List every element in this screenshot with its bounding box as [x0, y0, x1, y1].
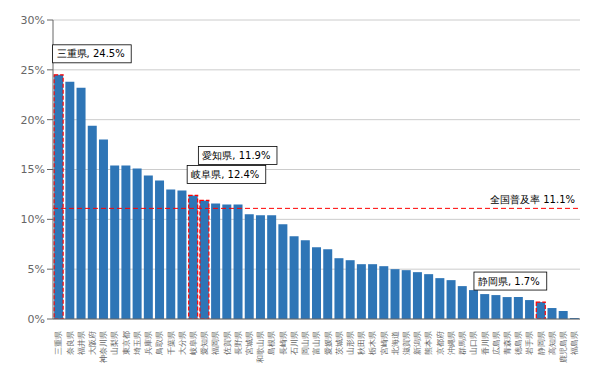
svg-text:15%: 15% [21, 163, 45, 176]
svg-text:熊本県: 熊本県 [424, 331, 433, 355]
svg-text:新潟県: 新潟県 [413, 331, 422, 355]
svg-text:愛知県, 11.9%: 愛知県, 11.9% [202, 150, 270, 161]
svg-text:広島県: 広島県 [492, 331, 501, 355]
svg-text:神奈川県: 神奈川県 [99, 331, 108, 363]
svg-text:岐阜県: 岐阜県 [189, 331, 198, 355]
svg-text:大阪府: 大阪府 [88, 331, 97, 355]
svg-text:愛知県: 愛知県 [200, 331, 209, 355]
svg-text:山形県: 山形県 [346, 331, 355, 355]
svg-text:佐賀県: 佐賀県 [223, 331, 232, 355]
svg-text:青森県: 青森県 [503, 331, 512, 355]
svg-text:和歌山県: 和歌山県 [256, 331, 265, 363]
svg-text:岐阜県, 12.4%: 岐阜県, 12.4% [191, 169, 259, 180]
svg-text:鹿児島県: 鹿児島県 [559, 331, 568, 363]
svg-text:0%: 0% [28, 313, 45, 326]
svg-text:10%: 10% [21, 213, 45, 226]
svg-text:静岡県: 静岡県 [537, 331, 546, 355]
svg-text:大分県: 大分県 [178, 331, 187, 355]
svg-text:20%: 20% [21, 114, 45, 127]
svg-text:宮崎県: 宮崎県 [380, 331, 389, 355]
svg-text:鳥取県: 鳥取県 [155, 331, 164, 356]
svg-text:岩手県: 岩手県 [525, 331, 534, 355]
svg-text:福岡県: 福岡県 [211, 331, 220, 355]
svg-text:沖縄県: 沖縄県 [447, 331, 456, 355]
svg-text:愛媛県: 愛媛県 [324, 331, 333, 355]
svg-text:島根県: 島根県 [267, 331, 276, 355]
svg-text:30%: 30% [21, 14, 45, 27]
svg-text:長野県: 長野県 [234, 331, 243, 355]
svg-text:山口県: 山口県 [469, 331, 478, 355]
svg-text:秋田県: 秋田県 [357, 331, 366, 355]
svg-text:石川県: 石川県 [290, 331, 299, 355]
svg-text:千葉県: 千葉県 [167, 331, 176, 355]
svg-text:福島県: 福島県 [570, 331, 579, 355]
svg-text:兵庫県: 兵庫県 [144, 331, 153, 355]
svg-text:高知県: 高知県 [548, 331, 557, 355]
svg-text:三重県, 24.5%: 三重県, 24.5% [57, 48, 125, 59]
svg-text:全国普及率 11.1%: 全国普及率 11.1% [490, 194, 575, 205]
svg-text:岡山県: 岡山県 [301, 331, 310, 355]
svg-text:三重県: 三重県 [54, 331, 63, 355]
svg-text:福井県: 福井県 [77, 331, 86, 355]
svg-text:富山県: 富山県 [312, 331, 321, 355]
svg-text:長崎県: 長崎県 [279, 331, 288, 355]
svg-text:滋賀県: 滋賀県 [402, 331, 411, 355]
svg-text:山梨県: 山梨県 [110, 331, 119, 355]
svg-text:埼玉県: 埼玉県 [133, 331, 142, 356]
svg-text:東京都: 東京都 [122, 331, 131, 355]
svg-text:群馬県: 群馬県 [458, 331, 467, 355]
svg-text:静岡県, 1.7%: 静岡県, 1.7% [478, 276, 540, 287]
svg-text:栃木県: 栃木県 [368, 331, 377, 355]
svg-text:5%: 5% [28, 263, 45, 276]
svg-text:北海道: 北海道 [391, 331, 400, 355]
svg-text:徳島県: 徳島県 [514, 331, 523, 355]
svg-text:25%: 25% [21, 64, 45, 77]
svg-text:奈良県: 奈良県 [66, 331, 75, 355]
svg-text:香川県: 香川県 [480, 331, 489, 355]
svg-text:茨城県: 茨城県 [335, 331, 344, 355]
svg-text:宮城県: 宮城県 [245, 331, 254, 355]
svg-text:京都府: 京都府 [436, 331, 445, 355]
